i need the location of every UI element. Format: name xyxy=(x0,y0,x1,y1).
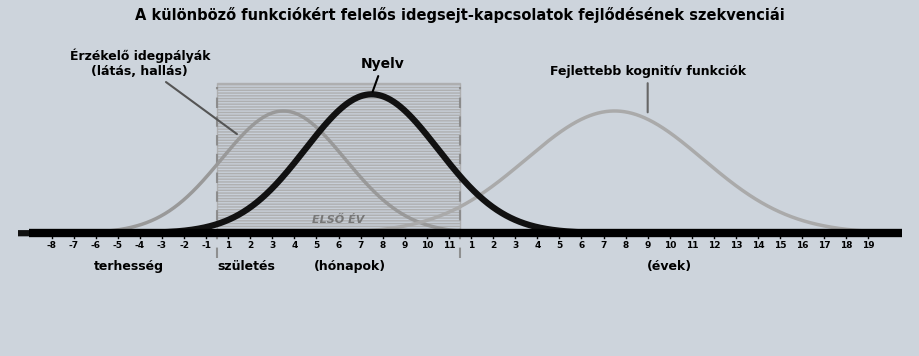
Text: 8: 8 xyxy=(622,241,628,250)
Text: -4: -4 xyxy=(134,241,145,250)
Text: -1: -1 xyxy=(201,241,210,250)
Text: -7: -7 xyxy=(68,241,79,250)
Text: 3: 3 xyxy=(512,241,517,250)
Text: 18: 18 xyxy=(839,241,852,250)
Text: 8: 8 xyxy=(380,241,385,250)
Text: A különböző funkciókért felelős idegsejt-kapcsolatok fejlődésének szekvenciái: A különböző funkciókért felelős idegsejt… xyxy=(135,7,784,23)
Text: 5: 5 xyxy=(313,241,319,250)
Text: 4: 4 xyxy=(291,241,297,250)
Text: 1: 1 xyxy=(225,241,231,250)
Text: 6: 6 xyxy=(335,241,341,250)
Text: 11: 11 xyxy=(685,241,698,250)
Text: 9: 9 xyxy=(402,241,407,250)
Text: 10: 10 xyxy=(420,241,433,250)
Text: Nyelv: Nyelv xyxy=(360,57,404,92)
Text: 5: 5 xyxy=(556,241,562,250)
Text: születés: születés xyxy=(217,260,275,273)
Text: terhesség: terhesség xyxy=(94,260,164,273)
Text: 9: 9 xyxy=(644,241,650,250)
Text: -2: -2 xyxy=(179,241,188,250)
Text: 2: 2 xyxy=(247,241,253,250)
Text: 2: 2 xyxy=(490,241,495,250)
Text: 14: 14 xyxy=(751,241,764,250)
Text: -3: -3 xyxy=(157,241,166,250)
Text: 12: 12 xyxy=(707,241,720,250)
Text: 19: 19 xyxy=(861,241,874,250)
Text: 4: 4 xyxy=(534,241,539,250)
Text: 1: 1 xyxy=(468,241,473,250)
Text: 7: 7 xyxy=(357,241,363,250)
Text: -5: -5 xyxy=(113,241,122,250)
Text: -6: -6 xyxy=(91,241,100,250)
Text: (évek): (évek) xyxy=(646,260,692,273)
Text: 15: 15 xyxy=(773,241,786,250)
Text: 10: 10 xyxy=(663,241,675,250)
Text: ELSŐ ÉV: ELSŐ ÉV xyxy=(312,215,364,225)
Text: -8: -8 xyxy=(47,241,56,250)
Text: Érzékelő idegpályák
(látás, hallás): Érzékelő idegpályák (látás, hallás) xyxy=(70,48,237,134)
Text: 6: 6 xyxy=(578,241,584,250)
Text: 11: 11 xyxy=(442,241,455,250)
Text: Fejlettebb kognitív funkciók: Fejlettebb kognitív funkciók xyxy=(549,65,745,112)
Bar xyxy=(217,83,460,233)
Text: (hónapok): (hónapok) xyxy=(313,260,385,273)
Text: 16: 16 xyxy=(795,241,808,250)
Text: 7: 7 xyxy=(600,241,606,250)
Text: 17: 17 xyxy=(817,241,830,250)
Text: 13: 13 xyxy=(729,241,742,250)
Text: 3: 3 xyxy=(269,241,275,250)
